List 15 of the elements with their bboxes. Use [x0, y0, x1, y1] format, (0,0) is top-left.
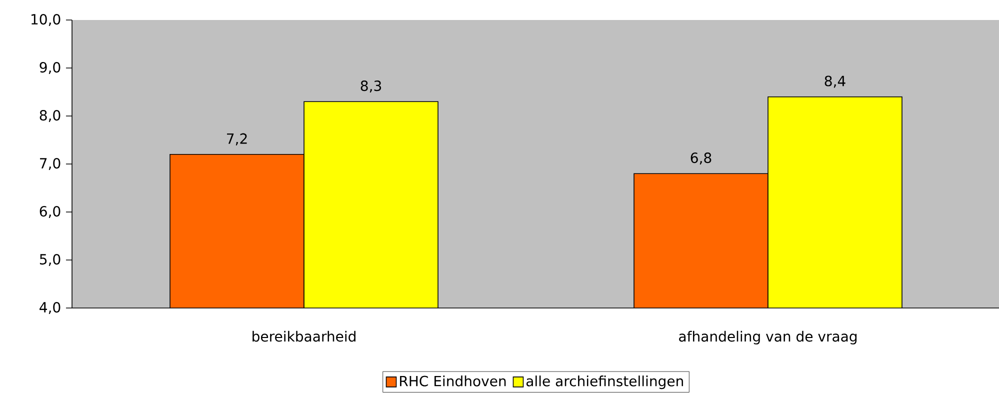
y-tick-label: 6,0	[40, 206, 60, 218]
data-label: 8,4	[824, 76, 846, 88]
legend-label: RHC Eindhoven	[400, 376, 506, 386]
x-tick-label: bereikbaarheid	[252, 330, 356, 342]
y-tick-label: 5,0	[40, 254, 60, 266]
data-label: 7,2	[227, 133, 247, 146]
y-tick-label: 7,0	[40, 158, 60, 170]
y-tick-label: 9,0	[40, 62, 60, 74]
y-tick-label: 8,0	[40, 110, 60, 122]
y-tick-label: 10,0	[32, 14, 60, 26]
x-tick-label: afhandeling van de vraag	[679, 330, 857, 344]
data-label: 6,8	[690, 152, 712, 165]
y-tick-label: 4,0	[40, 302, 60, 314]
data-label: 8,3	[360, 80, 382, 93]
legend-label: alle archiefinstellingen	[526, 376, 683, 390]
